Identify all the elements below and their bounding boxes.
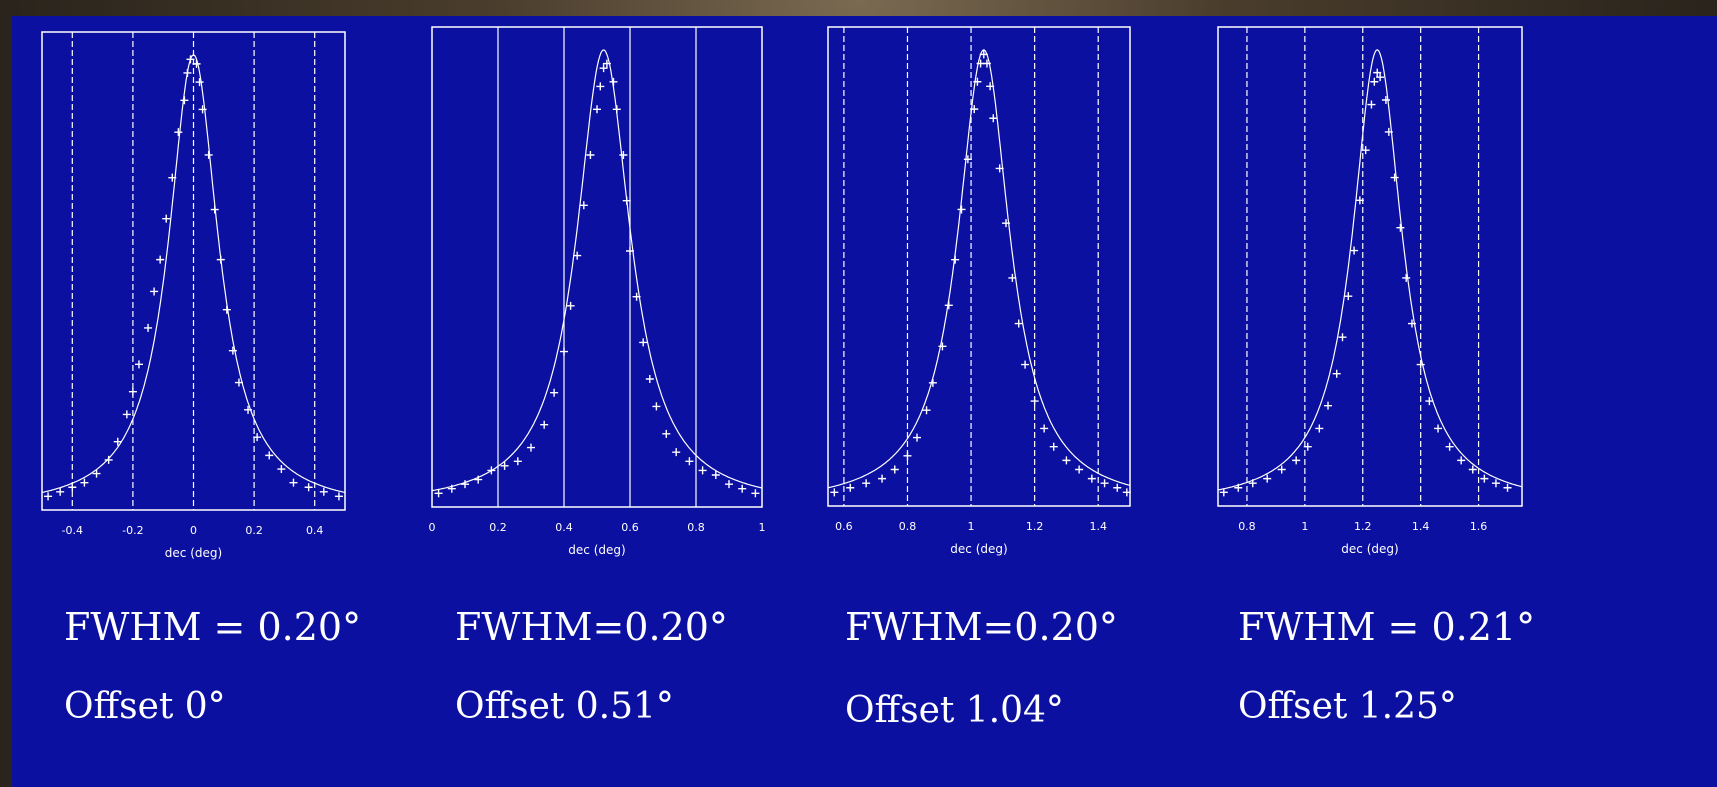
offset-caption-2: Offset 0.51°	[455, 686, 674, 727]
fwhm-caption-1: FWHM = 0.20°	[64, 605, 362, 649]
figure-panel	[12, 16, 1717, 787]
offset-caption-3: Offset 1.04°	[845, 690, 1064, 731]
fwhm-caption-3: FWHM=0.20°	[845, 605, 1118, 649]
offset-caption-4: Offset 1.25°	[1238, 686, 1457, 727]
fwhm-caption-4: FWHM = 0.21°	[1238, 605, 1536, 649]
offset-caption-1: Offset 0°	[64, 686, 226, 727]
fwhm-caption-2: FWHM=0.20°	[455, 605, 728, 649]
